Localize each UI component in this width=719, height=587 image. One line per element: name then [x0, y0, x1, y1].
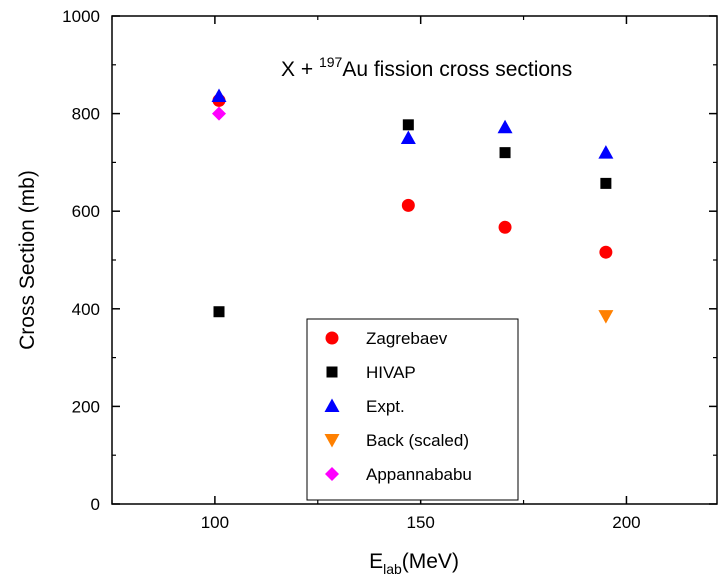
legend-label-zagrebaev: Zagrebaev: [366, 329, 448, 348]
legend-label-back-scaled: Back (scaled): [366, 431, 469, 450]
point-hivap: [402, 119, 414, 131]
x-axis-title-subscript: lab: [383, 561, 402, 577]
legend-marker-back-scaled: [324, 434, 340, 448]
axis-tick-labels: 100 150 200 0 200 400 600 800 1000: [62, 7, 640, 532]
legend-label-expt: Expt.: [366, 397, 405, 416]
legend: Zagrebaev HIVAP Expt. Back (scaled) Appannab…: [306, 318, 519, 501]
point-expt: [211, 88, 227, 103]
point-appannababu: [212, 106, 227, 121]
annotation-prefix: X +: [281, 58, 319, 81]
point-zagrebaev: [599, 245, 613, 259]
point-expt: [598, 145, 614, 159]
point-back-scaled: [598, 310, 614, 324]
chart-annotation: X + 197Au fission cross sections: [281, 54, 572, 81]
annotation-suffix: Au fission cross sections: [342, 58, 572, 81]
legend-marker-expt: [324, 398, 340, 412]
annotation-superscript: 197: [319, 54, 343, 70]
legend-box: [306, 318, 519, 501]
legend-label-appannababu: Appannababu: [366, 465, 472, 484]
point-hivap: [499, 147, 511, 159]
point-expt: [497, 119, 513, 134]
y-tick-label: 200: [72, 397, 100, 416]
y-tick-label: 0: [91, 495, 100, 514]
x-axis-title-suffix: (MeV): [402, 550, 459, 573]
y-tick-label: 600: [72, 202, 100, 221]
x-tick-label: 100: [201, 513, 229, 532]
x-axis-title-main: E: [369, 550, 383, 573]
legend-marker-zagrebaev: [325, 331, 339, 345]
y-axis-title: Cross Section (mb): [16, 170, 39, 350]
y-tick-label: 1000: [62, 7, 100, 26]
point-zagrebaev: [498, 220, 512, 234]
legend-marker-appannababu: [325, 467, 339, 481]
x-tick-label: 200: [612, 513, 640, 532]
point-zagrebaev: [401, 198, 415, 212]
point-expt: [400, 130, 416, 144]
y-tick-label: 400: [72, 300, 100, 319]
legend-entries: Zagrebaev HIVAP Expt. Back (scaled) Appannab…: [324, 329, 472, 484]
point-hivap: [213, 306, 225, 318]
x-axis-title: Elab(MeV): [369, 550, 459, 577]
axis-ticks: [111, 15, 717, 505]
legend-label-hivap: HIVAP: [366, 363, 416, 382]
x-tick-label: 150: [406, 513, 434, 532]
data-markers: [211, 88, 614, 324]
legend-marker-hivap: [326, 366, 338, 378]
point-hivap: [600, 177, 612, 189]
y-tick-label: 800: [72, 105, 100, 124]
